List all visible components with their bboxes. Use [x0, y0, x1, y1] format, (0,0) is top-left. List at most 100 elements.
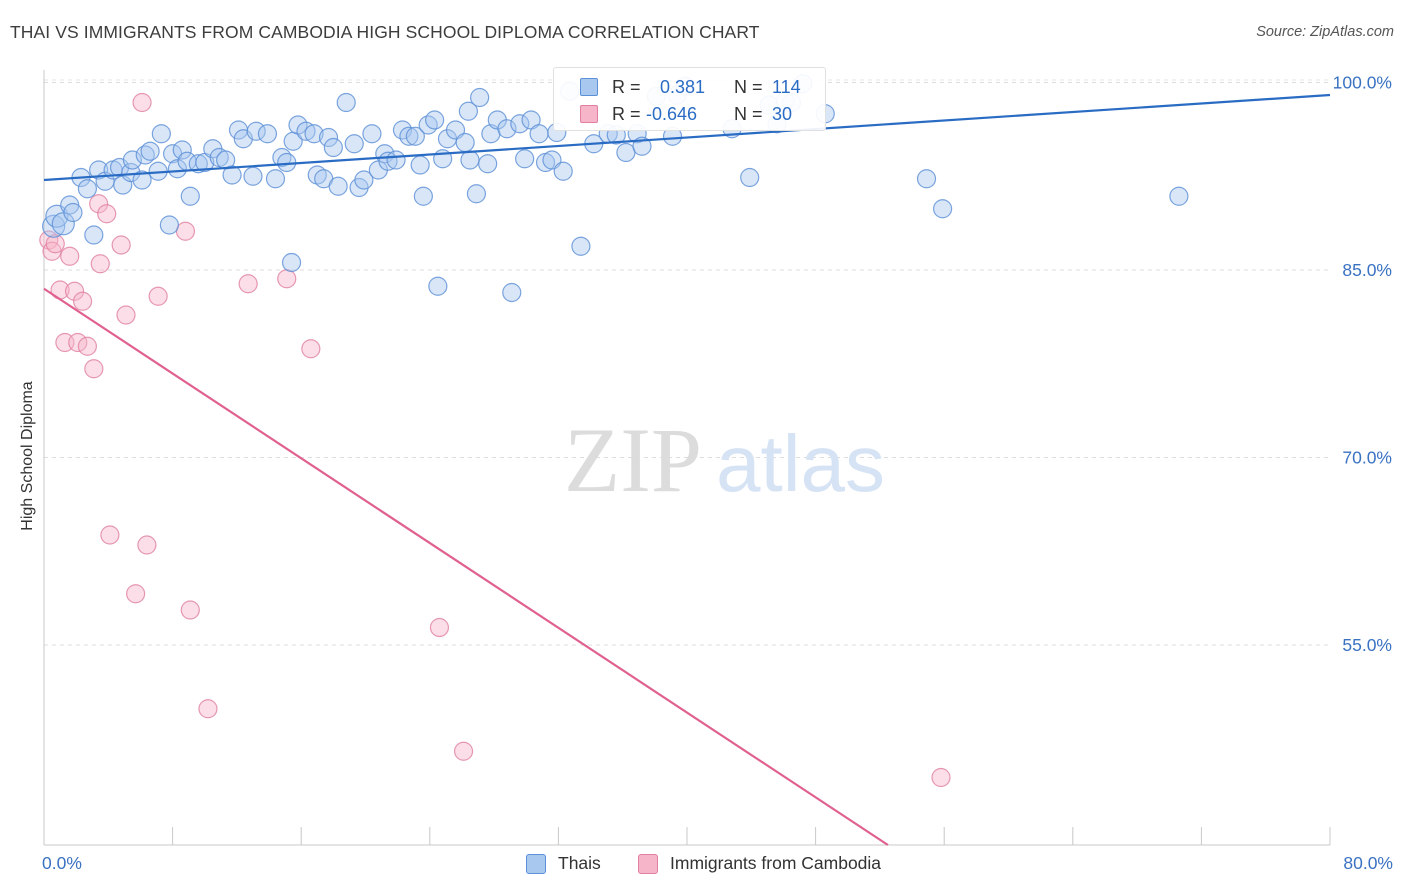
cambodia-point-12 — [90, 254, 110, 274]
n-label: N = — [734, 104, 763, 124]
thais-point-17 — [140, 141, 160, 161]
thais-point-15 — [132, 170, 152, 190]
thais-point-108 — [916, 169, 937, 189]
thais-trend-line — [43, 93, 1331, 182]
thais-point-80 — [510, 114, 530, 134]
thais-point-75 — [478, 154, 498, 174]
thais-point-71 — [458, 101, 478, 121]
watermark-zip: ZIP — [564, 409, 702, 511]
thais-point-19 — [151, 124, 171, 144]
y-axis-label: High School Diploma — [19, 381, 36, 531]
thais-point-110 — [1169, 186, 1189, 206]
thais-point-83 — [529, 124, 549, 144]
thais-point-20 — [159, 215, 179, 235]
cambodia-point-7 — [68, 332, 88, 353]
thais-point-34 — [243, 166, 263, 186]
x-tick-label-1: 80.0% — [1343, 853, 1393, 873]
thais-point-78 — [497, 119, 517, 139]
tick-labels: 55.0% 70.0% 85.0% 100.0% 0.0% 80.0% — [42, 73, 1393, 874]
cambodia-point-13 — [97, 204, 117, 224]
points-immigrants-from-cambodia — [39, 92, 951, 788]
x-tick-label-0: 0.0% — [42, 853, 82, 873]
thais-point-14 — [122, 150, 143, 170]
thais-point-63 — [413, 186, 433, 206]
thais-point-31 — [222, 165, 242, 185]
n-label: N = — [734, 77, 763, 97]
r-value: -0.646 — [646, 104, 698, 124]
thais-point-44 — [304, 124, 324, 144]
watermark: ZIP atlas — [564, 409, 885, 511]
stats-legend: R = 0.381 N = 114 R = -0.646 N = 30 — [553, 67, 826, 131]
thais-point-53 — [354, 170, 374, 190]
thais-point-66 — [428, 276, 448, 296]
y-tick-label-2: 85.0% — [1342, 260, 1392, 280]
cambodia-point-23 — [198, 699, 218, 719]
cambodia-point-20 — [148, 286, 168, 306]
thais-point-6 — [77, 179, 98, 199]
thais-point-60 — [399, 126, 419, 146]
cambodia-trend-line — [43, 287, 889, 846]
cambodia-point-2 — [45, 234, 65, 254]
cambodia-point-10 — [84, 359, 104, 379]
y-tick-label-3: 100.0% — [1333, 73, 1392, 93]
thais-point-37 — [265, 169, 286, 189]
thais-point-51 — [344, 134, 364, 154]
thais-point-48 — [323, 137, 343, 158]
y-tick-label-1: 70.0% — [1342, 448, 1392, 468]
chart-source: Source: ZipAtlas.com — [1256, 24, 1394, 40]
thais-point-26 — [188, 154, 208, 174]
trend-lines — [43, 93, 1331, 846]
thais-point-64 — [418, 115, 438, 135]
r-value: 0.381 — [660, 77, 706, 97]
thais-point-23 — [172, 140, 192, 160]
cambodia-point-29 — [931, 767, 951, 788]
cambodia-point-19 — [137, 535, 157, 555]
cambodia-point-9 — [77, 336, 98, 356]
thais-point-61 — [405, 126, 425, 146]
cambodia-point-25 — [277, 269, 297, 289]
cambodia-point-24 — [238, 274, 258, 294]
cambodia-point-26 — [301, 339, 321, 359]
cambodia-point-11 — [89, 194, 109, 214]
cambodia-point-21 — [175, 221, 196, 241]
stats-row-thais: R = 0.381 N = 114 — [554, 73, 825, 101]
thais-point-47 — [318, 127, 339, 148]
watermark-atlas: atlas — [716, 419, 885, 508]
cambodia-point-15 — [111, 235, 131, 255]
stats-row-cambodia: R = -0.646 N = 30 — [554, 100, 825, 128]
thais-point-22 — [167, 159, 188, 179]
n-value: 30 — [772, 104, 793, 124]
thais-point-72 — [460, 150, 480, 170]
thais-point-54 — [362, 124, 382, 144]
thais-point-41 — [281, 252, 302, 273]
cambodia-point-6 — [64, 281, 85, 301]
r-label: R = — [612, 104, 641, 124]
thais-point-73 — [466, 184, 487, 204]
thais-point-93 — [616, 142, 636, 163]
cambodia-point-16 — [116, 305, 136, 325]
n-value: 114 — [772, 77, 801, 97]
thais-swatch — [580, 78, 598, 96]
cambodia-point-14 — [100, 525, 120, 545]
legend-swatch-cambodia — [638, 854, 658, 874]
cambodia-point-28 — [453, 741, 474, 761]
thais-point-49 — [328, 176, 348, 196]
thais-point-4 — [63, 202, 83, 223]
cambodia-point-27 — [429, 617, 450, 638]
thais-point-79 — [502, 282, 522, 303]
thais-point-81 — [515, 149, 535, 169]
axes — [43, 70, 1331, 846]
thais-point-70 — [455, 132, 475, 153]
cambodia-swatch — [580, 105, 598, 123]
legend-label-cambodia: Immigrants from Cambodia — [670, 853, 882, 873]
thais-point-2 — [51, 212, 75, 236]
chart-title: THAI VS IMMIGRANTS FROM CAMBODIA HIGH SC… — [10, 22, 760, 42]
thais-point-74 — [470, 87, 490, 108]
r-label: R = — [612, 77, 641, 97]
thais-point-58 — [386, 150, 406, 170]
thais-point-35 — [246, 121, 266, 141]
cambodia-point-8 — [72, 291, 93, 311]
thais-point-25 — [180, 186, 200, 206]
thais-point-7 — [84, 225, 104, 245]
